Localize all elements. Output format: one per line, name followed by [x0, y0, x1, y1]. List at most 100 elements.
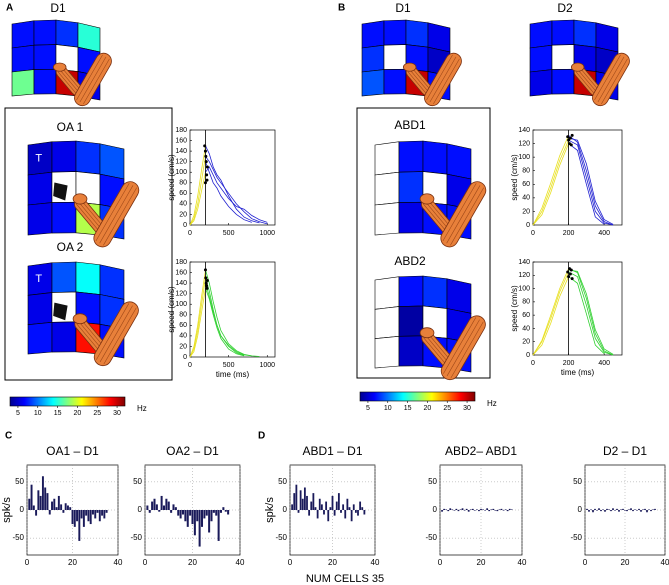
arm-stripe — [57, 71, 77, 94]
y-tick-label: 140 — [175, 148, 187, 155]
speed-curve — [189, 145, 206, 226]
bar — [170, 510, 173, 513]
bar — [167, 501, 170, 510]
bar — [646, 510, 648, 513]
arm-stripe — [450, 187, 484, 246]
bar — [32, 505, 35, 510]
bar — [293, 493, 296, 510]
arm-illustration — [52, 52, 112, 107]
y-axis-label: speed (cm/s) — [167, 154, 176, 201]
bar — [457, 510, 460, 512]
bar — [354, 510, 357, 513]
colorbar-tick-label: 20 — [424, 405, 432, 412]
speed-curve — [568, 276, 605, 354]
x-tick-label: 20 — [328, 558, 337, 567]
grid-title: D2 — [557, 1, 573, 15]
bar — [181, 510, 185, 515]
y-tick-label: 20 — [522, 339, 530, 346]
peak-marker — [568, 272, 572, 276]
bar — [191, 510, 194, 525]
speed-curve — [568, 143, 605, 225]
bar — [644, 508, 646, 510]
arm-segment — [93, 301, 139, 367]
y-tick-label: -50 — [275, 533, 287, 542]
y-tick-label: 0 — [138, 505, 143, 514]
arm-segment — [440, 315, 486, 381]
bar — [69, 507, 72, 510]
speed-curve — [532, 271, 569, 356]
heatmap-cell — [33, 19, 57, 46]
grid-title: OA 1 — [57, 120, 84, 134]
bar — [82, 510, 85, 527]
bar — [64, 503, 67, 510]
bar — [638, 508, 640, 510]
arm-stripe — [442, 183, 477, 242]
bar — [482, 509, 484, 510]
bar — [632, 510, 634, 512]
hand — [419, 327, 435, 339]
bar — [60, 504, 63, 510]
heatmap-cell — [398, 305, 424, 337]
bar — [337, 493, 340, 510]
bar — [316, 510, 319, 519]
y-tick-label: 20 — [522, 208, 530, 215]
arm-stripe — [407, 71, 427, 94]
arm-stripe — [577, 69, 597, 92]
bar — [510, 509, 513, 510]
bar — [441, 510, 443, 512]
arm-stripe — [427, 333, 452, 362]
bar — [73, 510, 76, 527]
bar — [494, 510, 497, 511]
arm-illustration — [419, 315, 486, 381]
bar — [596, 510, 598, 511]
bar — [184, 510, 187, 522]
bar — [616, 508, 618, 510]
bar — [165, 498, 168, 510]
y-tick-label: 140 — [175, 280, 187, 287]
bar — [101, 510, 104, 516]
panel-label: A — [6, 3, 13, 14]
y-tick-label: 100 — [175, 301, 187, 308]
bar — [614, 510, 616, 511]
bar — [449, 508, 452, 510]
heatmap-cell — [51, 140, 77, 173]
bar — [55, 507, 58, 510]
grid-title: D1 — [395, 1, 411, 15]
bar — [451, 509, 454, 510]
bar — [208, 510, 211, 533]
chart-title: D2 – D1 — [603, 444, 647, 458]
y-tick-label: -50 — [130, 533, 142, 542]
bar — [98, 510, 101, 522]
arm-stripe — [78, 321, 103, 350]
speed-curve — [568, 139, 614, 226]
speed-curve — [205, 161, 252, 223]
bar — [153, 498, 156, 510]
y-tick-label: 40 — [179, 201, 187, 208]
bar — [162, 505, 166, 510]
x-axis-label: time (ms) — [216, 370, 250, 379]
empty-cell — [551, 44, 575, 70]
bar — [624, 510, 626, 511]
x-tick-label: 200 — [563, 230, 575, 237]
bar — [590, 509, 592, 510]
bar — [652, 509, 654, 510]
bar — [500, 508, 503, 510]
peak-marker — [205, 284, 209, 288]
chart-title: ABD1 – D1 — [302, 444, 362, 458]
x-tick-label: 400 — [598, 360, 610, 367]
heatmap-cell — [11, 69, 35, 97]
bar — [508, 508, 511, 510]
y-tick-label: 120 — [175, 291, 187, 298]
speed-curve — [568, 137, 614, 225]
x-tick-label: 0 — [288, 558, 293, 567]
y-axis-label: speed (cm/s) — [167, 286, 176, 333]
bar — [636, 510, 638, 511]
bar — [78, 510, 81, 541]
bar — [80, 510, 83, 519]
y-tick-label: -50 — [12, 533, 24, 542]
heatmap-cell — [27, 202, 53, 236]
bar — [463, 510, 466, 511]
target-label: T — [382, 152, 389, 164]
y-tick-label: 80 — [179, 180, 187, 187]
